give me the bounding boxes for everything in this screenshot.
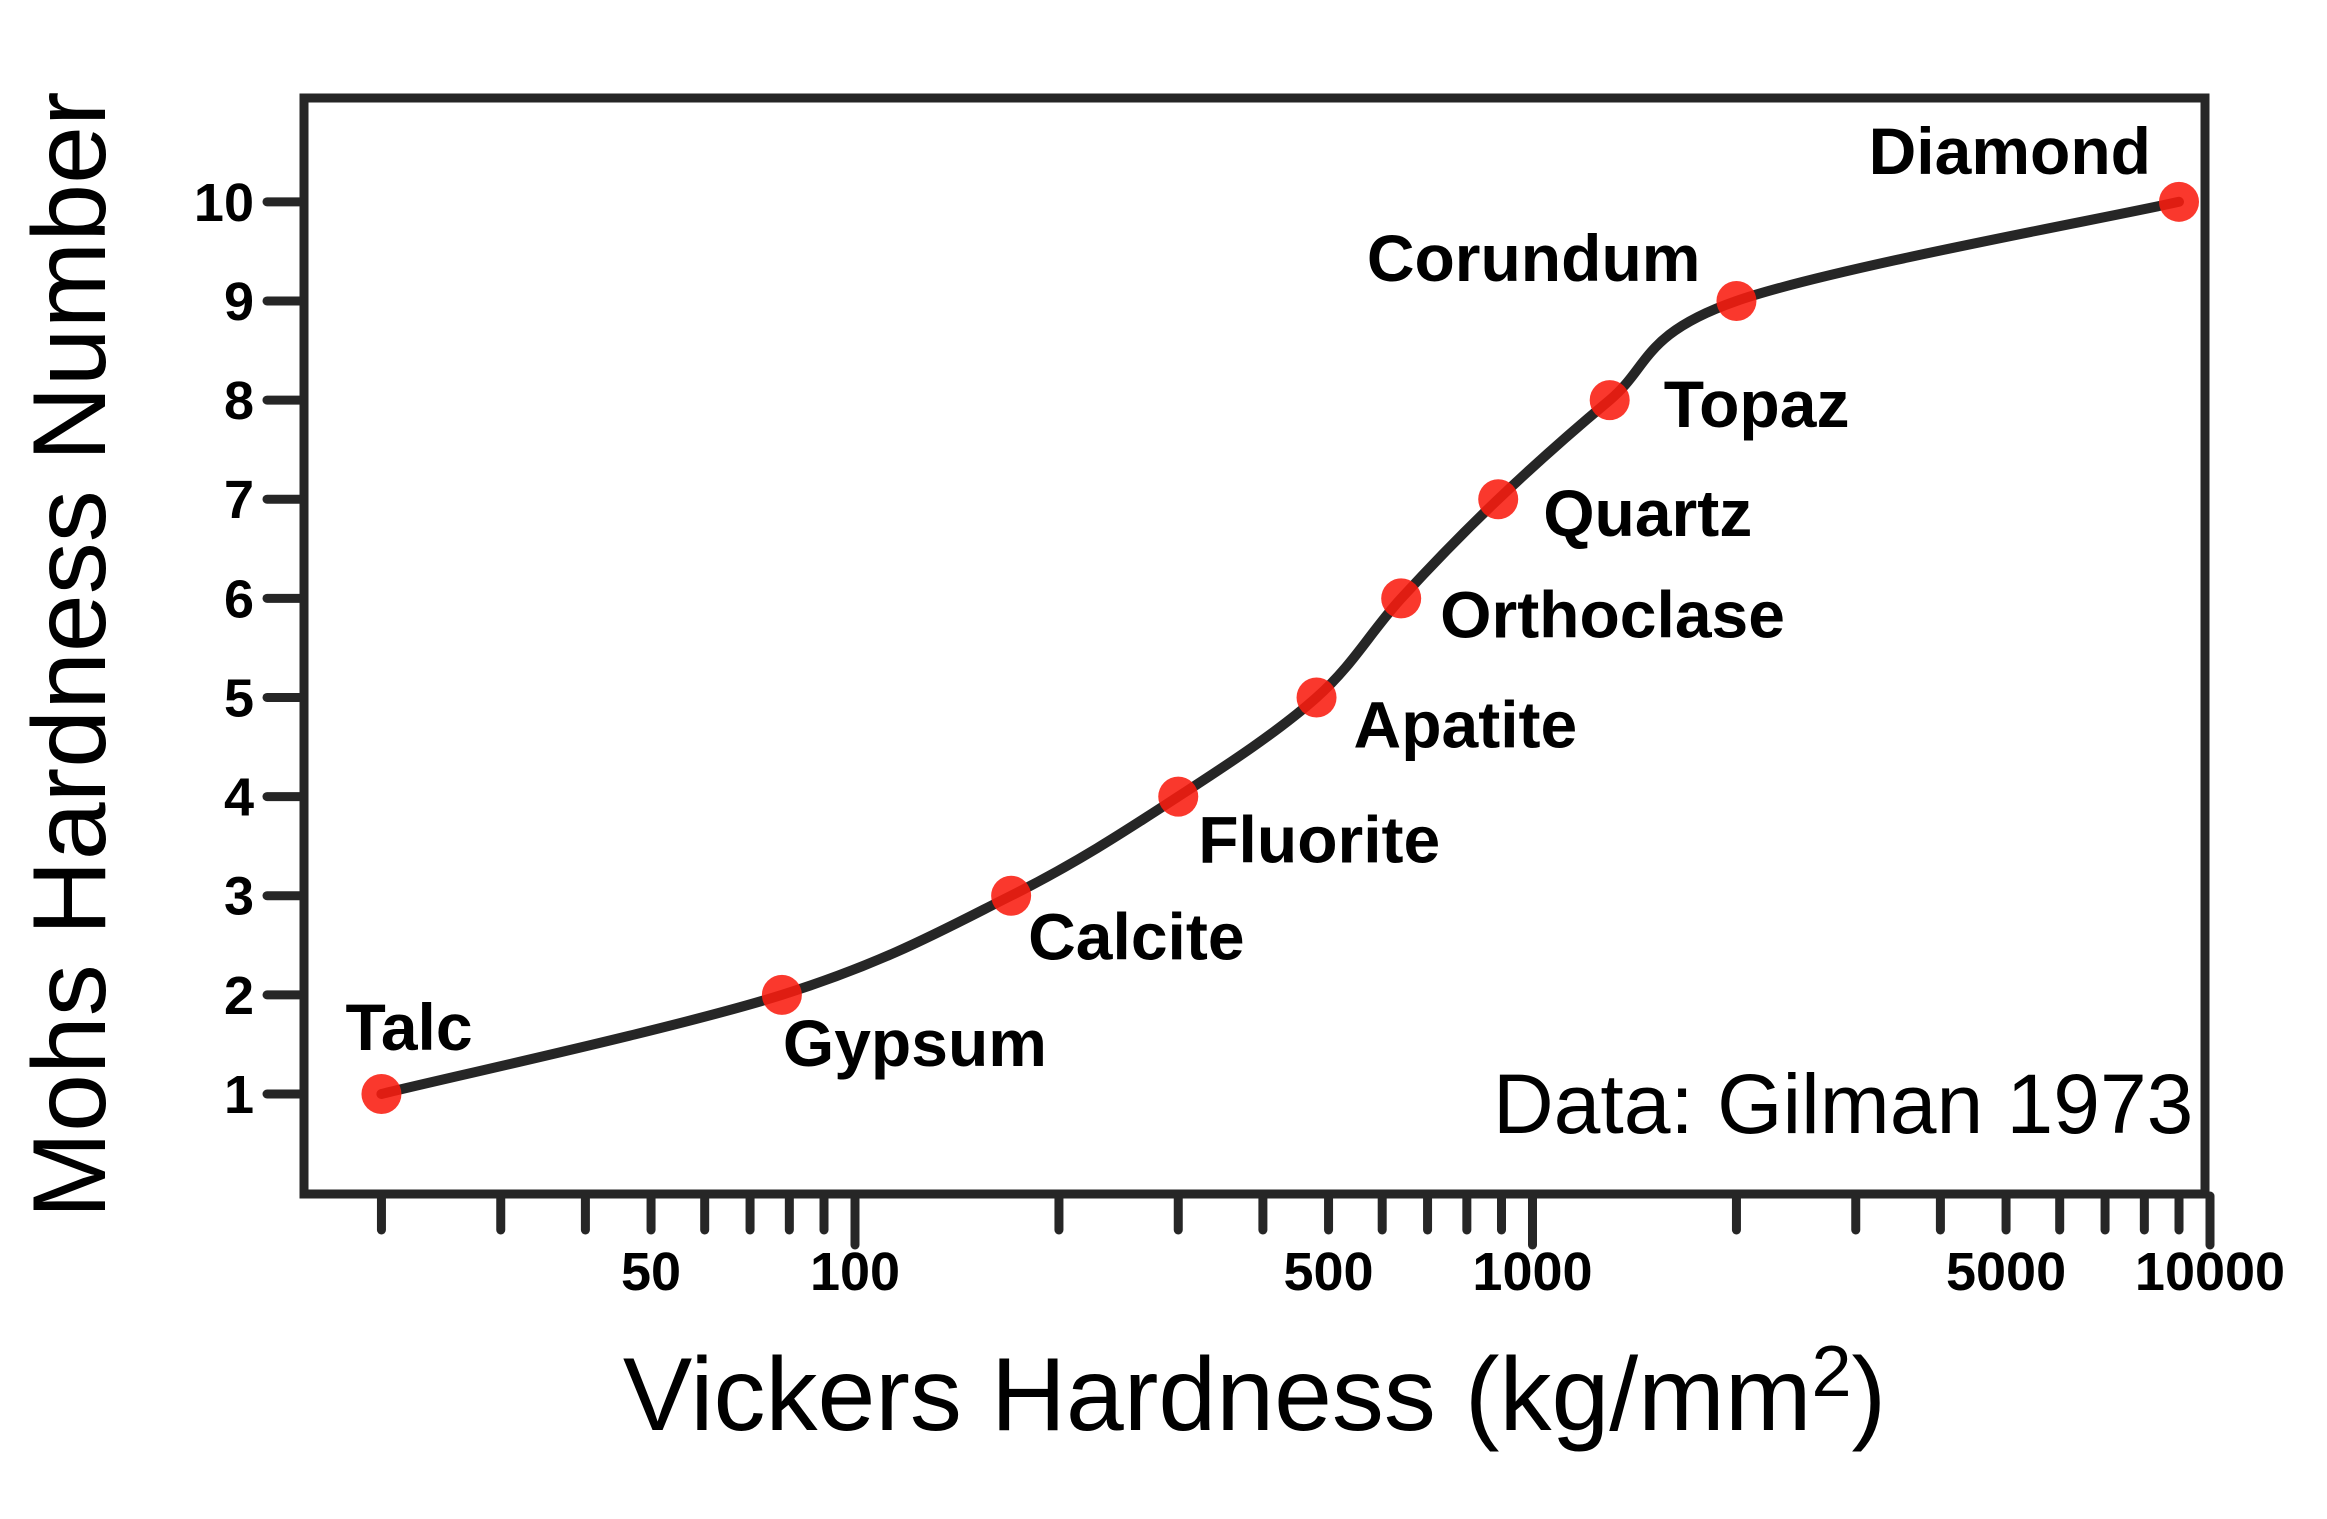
hardness-curve [376, 196, 2184, 1099]
point-label-topaz: Topaz [1664, 367, 1850, 441]
x-tick-label: 500 [1283, 1242, 1373, 1302]
y-tick-label: 7 [224, 470, 254, 530]
data-credit: Data: Gilman 1973 [1493, 1057, 2193, 1151]
data-point-diamond [2158, 181, 2199, 222]
data-point-gypsum [761, 974, 802, 1015]
point-label-orthoclase: Orthoclase [1440, 577, 1785, 651]
plot-frame [299, 93, 2210, 1199]
data-point-apatite [1296, 677, 1337, 718]
data-point-corundum [1716, 280, 1757, 321]
data-point-orthoclase [1381, 578, 1422, 619]
y-tick-label: 3 [224, 867, 254, 927]
y-tick-label: 2 [224, 966, 254, 1026]
x-tick-label: 100 [810, 1242, 900, 1302]
y-tick-label: 5 [224, 668, 254, 728]
point-label-diamond: Diamond [1869, 114, 2151, 188]
y-tick-label: 6 [224, 569, 254, 629]
point-label-quartz: Quartz [1543, 476, 1752, 550]
x-tick-label: 1000 [1472, 1242, 1592, 1302]
point-label-gypsum: Gypsum [783, 1006, 1047, 1080]
y-tick-label: 8 [224, 371, 254, 431]
data-point-quartz [1478, 479, 1519, 520]
x-tick-label: 10000 [2135, 1242, 2285, 1302]
y-tick-label: 4 [224, 768, 254, 828]
point-label-talc: Talc [345, 990, 472, 1064]
point-label-fluorite: Fluorite [1198, 803, 1440, 877]
y-tick-label: 10 [194, 173, 254, 233]
data-point-topaz [1589, 380, 1630, 421]
y-axis-title: Mohs Hardness Number [12, 91, 128, 1218]
point-label-apatite: Apatite [1354, 687, 1578, 761]
data-point-talc [361, 1074, 402, 1114]
y-tick-label: 9 [224, 272, 254, 332]
y-tick-label: 1 [224, 1065, 254, 1125]
data-point-fluorite [1158, 776, 1199, 817]
x-tick-label: 5000 [1946, 1242, 2066, 1302]
x-tick-label: 50 [621, 1242, 681, 1302]
point-label-calcite: Calcite [1028, 900, 1244, 974]
x-axis-title: Vickers Hardness (kg/mm2) [623, 1332, 1886, 1453]
point-label-corundum: Corundum [1367, 221, 1701, 295]
data-point-calcite [991, 875, 1032, 916]
